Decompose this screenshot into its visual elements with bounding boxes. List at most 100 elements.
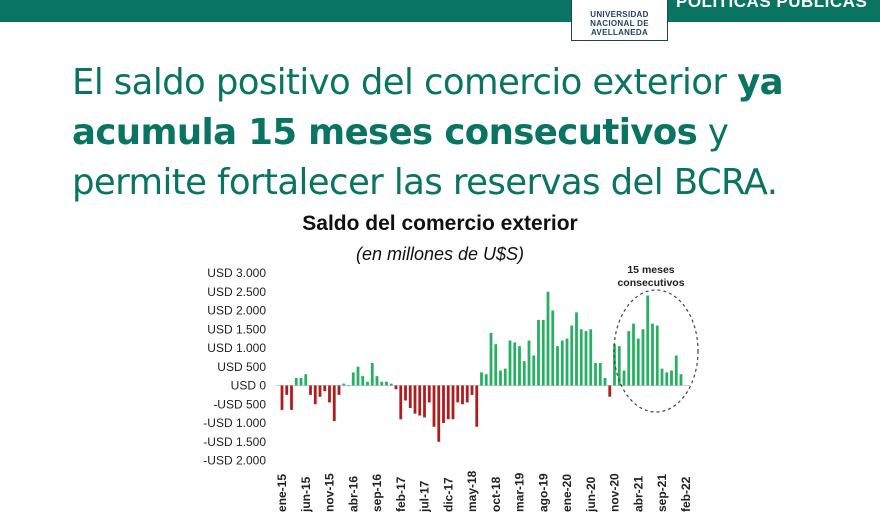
bar bbox=[636, 338, 640, 386]
logo-line-2: NACIONAL DE bbox=[590, 19, 649, 28]
section-label: POLÍTICAS PÚBLICAS bbox=[676, 0, 868, 11]
x-tick-label: nov-15 bbox=[323, 473, 337, 512]
y-tick-label: USD 2.500 bbox=[207, 285, 266, 299]
bar bbox=[304, 374, 308, 386]
headline-part2: y permite fortalecer las reservas del BC… bbox=[72, 112, 778, 203]
bar bbox=[484, 374, 488, 386]
bar bbox=[670, 370, 673, 386]
bar bbox=[299, 378, 303, 386]
bar bbox=[280, 385, 284, 410]
bar bbox=[660, 368, 664, 386]
bar bbox=[408, 385, 412, 408]
bar bbox=[461, 385, 464, 405]
bar bbox=[622, 370, 626, 386]
bar bbox=[347, 385, 350, 387]
bar bbox=[389, 383, 393, 386]
bar bbox=[480, 372, 483, 386]
bar bbox=[475, 385, 479, 427]
bar bbox=[598, 363, 602, 386]
bar bbox=[465, 385, 469, 403]
bar bbox=[446, 385, 450, 420]
bar bbox=[351, 372, 355, 386]
bar bbox=[641, 329, 645, 386]
y-tick-label: USD 500 bbox=[217, 360, 266, 374]
bar bbox=[318, 385, 322, 397]
bar bbox=[556, 346, 559, 386]
bar bbox=[575, 312, 578, 386]
bar bbox=[679, 374, 683, 386]
bar bbox=[451, 385, 455, 420]
bar bbox=[513, 342, 517, 386]
bar bbox=[366, 381, 369, 386]
bar bbox=[309, 385, 312, 395]
bar bbox=[632, 323, 635, 386]
y-tick-label: -USD 1.000 bbox=[203, 416, 266, 430]
bar bbox=[470, 385, 474, 395]
bar bbox=[608, 385, 612, 397]
bar bbox=[613, 344, 616, 386]
bar bbox=[332, 385, 336, 422]
university-logo: UNIVERSIDAD NACIONAL DE AVELLANEDA bbox=[571, 0, 668, 41]
y-tick-label: -USD 500 bbox=[213, 397, 266, 411]
bar bbox=[385, 381, 388, 386]
x-tick-label: nov-20 bbox=[608, 473, 622, 512]
bar bbox=[328, 385, 331, 403]
bar bbox=[532, 355, 536, 386]
x-tick-label: feb-22 bbox=[679, 476, 693, 512]
x-tick-label: jun-15 bbox=[299, 476, 313, 512]
y-tick-label: -USD 1.500 bbox=[203, 435, 266, 449]
bar bbox=[313, 385, 317, 405]
bar bbox=[603, 378, 607, 386]
x-tick-label: ene-20 bbox=[560, 474, 574, 512]
bar bbox=[456, 385, 460, 403]
bar bbox=[584, 331, 588, 386]
x-tick-label: mar-19 bbox=[513, 472, 527, 512]
y-tick-label: USD 1.500 bbox=[207, 322, 266, 336]
bar bbox=[503, 368, 507, 386]
bar bbox=[537, 319, 540, 386]
headline-bold: ya acumula 15 meses consecutivos bbox=[72, 62, 784, 153]
bar bbox=[404, 385, 407, 401]
bar bbox=[565, 338, 569, 386]
bar bbox=[579, 329, 583, 386]
y-tick-label: USD 1.000 bbox=[207, 341, 266, 355]
bar bbox=[285, 385, 289, 395]
x-tick-label: feb-17 bbox=[394, 476, 408, 512]
x-tick-label: ene-15 bbox=[275, 474, 289, 512]
chart-subtitle: (en millones de U$S) bbox=[355, 244, 525, 264]
bar bbox=[399, 385, 403, 420]
chart-title: Saldo del comercio exterior bbox=[302, 212, 578, 235]
bar bbox=[337, 385, 341, 395]
logo-line-3: AVELLANEDA bbox=[590, 28, 649, 37]
y-tick-label: USD 3.000 bbox=[207, 266, 266, 280]
bar bbox=[674, 355, 678, 386]
logo-line-1: UNIVERSIDAD bbox=[590, 10, 649, 19]
bar bbox=[560, 340, 564, 386]
bar bbox=[323, 385, 327, 392]
x-tick-label: sep-21 bbox=[655, 474, 669, 512]
bar bbox=[589, 329, 593, 386]
bar bbox=[570, 325, 574, 386]
bar bbox=[499, 370, 502, 386]
bar bbox=[651, 323, 654, 386]
bar bbox=[646, 295, 650, 386]
x-tick-label: jun-20 bbox=[584, 476, 598, 512]
bar bbox=[655, 325, 659, 386]
bar bbox=[427, 385, 431, 403]
y-tick-label: -USD 2.000 bbox=[203, 454, 266, 468]
bar bbox=[370, 363, 374, 386]
bar bbox=[627, 331, 631, 386]
annotation-ellipse bbox=[613, 289, 699, 413]
bar bbox=[594, 363, 597, 386]
bar bbox=[489, 333, 493, 386]
y-tick-label: USD 0 bbox=[231, 379, 267, 393]
headline: El saldo positivo del comercio exterior … bbox=[72, 58, 862, 208]
bar bbox=[617, 346, 621, 386]
bar bbox=[413, 385, 417, 414]
bar bbox=[551, 310, 555, 386]
bar bbox=[394, 385, 398, 390]
bar bbox=[418, 385, 422, 416]
bar bbox=[494, 344, 498, 386]
x-tick-label: sep-16 bbox=[370, 474, 384, 512]
